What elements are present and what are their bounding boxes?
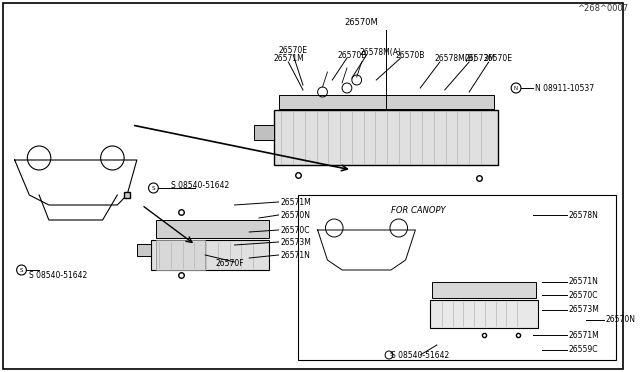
Text: 26573M: 26573M [569,305,600,314]
Bar [152,240,269,270]
Text: 26571M: 26571M [569,330,600,340]
Text: 26578M(A): 26578M(A) [360,48,402,57]
Text: 26570M: 26570M [345,17,378,26]
Text: ^268^0007: ^268^0007 [577,3,628,13]
Text: 26573M: 26573M [280,237,312,247]
Text: 26578M(B): 26578M(B) [435,54,477,62]
Text: N 08911-10537: N 08911-10537 [534,83,594,93]
Bar [274,110,499,165]
Bar [298,195,616,360]
Text: 26570N: 26570N [606,315,636,324]
Bar [137,244,152,256]
Text: N: N [514,86,518,90]
Text: S 08540-51642: S 08540-51642 [171,180,229,189]
Bar [278,95,493,109]
Bar [156,240,205,270]
Bar [156,220,269,238]
Text: 26570E: 26570E [278,45,308,55]
Bar [430,300,538,328]
Text: 26570C: 26570C [280,225,310,234]
Text: 26571M: 26571M [274,54,305,62]
Text: 26573M: 26573M [464,54,495,62]
Bar [254,125,274,140]
Text: 26570B: 26570B [337,51,367,60]
Text: 26570C: 26570C [569,291,598,299]
Text: 26571N: 26571N [280,250,310,260]
Text: 26570F: 26570F [215,259,244,267]
Text: FOR CANOPY: FOR CANOPY [391,205,445,215]
Text: 26571N: 26571N [569,278,598,286]
Text: 26559C: 26559C [569,346,598,355]
Text: 26578N: 26578N [569,211,598,219]
Text: S 08540-51642: S 08540-51642 [29,270,88,279]
Text: S: S [20,267,23,273]
Text: 26570B: 26570B [396,51,425,60]
Text: 26570E: 26570E [484,54,513,62]
Text: 26570N: 26570N [280,211,310,219]
Text: S: S [389,353,392,357]
Text: S: S [152,186,155,190]
Text: 26571M: 26571M [280,198,311,206]
Text: S 08540-51642: S 08540-51642 [391,350,449,359]
Bar [432,282,536,298]
